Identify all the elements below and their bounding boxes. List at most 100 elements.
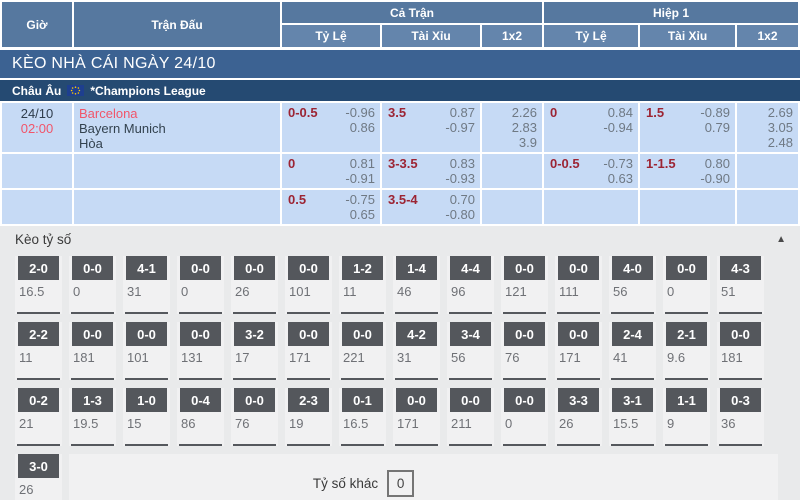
stake-input[interactable] — [719, 312, 762, 314]
h1-over-under-cell[interactable] — [640, 190, 735, 224]
ft-over-odd[interactable]: 0.70 — [449, 192, 475, 207]
h1-handicap-cell[interactable]: 0-0.5 -0.73 0.63 — [544, 154, 638, 188]
ft-1x2-cell[interactable] — [482, 154, 542, 188]
stake-input[interactable] — [17, 312, 60, 314]
score-button[interactable]: 2-3 — [288, 388, 329, 412]
score-button[interactable]: 4-3 — [720, 256, 761, 280]
h1-1x2-cell[interactable] — [737, 154, 798, 188]
ft-1x2-away-odd[interactable]: 3.9 — [518, 135, 537, 150]
h1-1x2-cell[interactable]: 2.69 3.05 2.48 — [737, 103, 798, 152]
score-button[interactable]: 0-0 — [504, 322, 545, 346]
ft-handicap-odd-away[interactable]: 0.86 — [349, 120, 375, 135]
home-team[interactable]: Barcelona — [79, 106, 138, 121]
stake-input[interactable] — [287, 378, 330, 380]
h1-handicap-odd-away[interactable]: 0.63 — [607, 171, 633, 186]
ft-handicap-cell[interactable]: 0 0.81 -0.91 — [282, 154, 380, 188]
stake-input[interactable] — [233, 378, 276, 380]
score-button[interactable]: 0-0 — [342, 322, 383, 346]
stake-input[interactable] — [341, 378, 384, 380]
stake-input[interactable] — [287, 312, 330, 314]
score-button[interactable]: 4-2 — [396, 322, 437, 346]
h1-handicap-odd-home[interactable]: -0.73 — [603, 156, 633, 171]
score-button[interactable]: 0-0 — [288, 256, 329, 280]
ft-under-odd[interactable]: -0.80 — [445, 207, 475, 222]
stake-input[interactable] — [71, 312, 114, 314]
score-button[interactable]: 3-1 — [612, 388, 653, 412]
h1-over-under-cell[interactable]: 1-1.5 0.80 -0.90 — [640, 154, 735, 188]
ft-1x2-home-odd[interactable]: 2.26 — [511, 105, 537, 120]
stake-input[interactable] — [557, 378, 600, 380]
score-button[interactable]: 0-0 — [666, 256, 707, 280]
score-button[interactable]: 2-4 — [612, 322, 653, 346]
stake-input[interactable] — [125, 444, 168, 446]
stake-input[interactable] — [449, 378, 492, 380]
score-button[interactable]: 0-4 — [180, 388, 221, 412]
stake-input[interactable] — [719, 444, 762, 446]
stake-input[interactable] — [503, 378, 546, 380]
stake-input[interactable] — [503, 312, 546, 314]
stake-input[interactable] — [179, 378, 222, 380]
score-button[interactable]: 0-0 — [234, 388, 275, 412]
score-button[interactable]: 1-4 — [396, 256, 437, 280]
score-button[interactable]: 1-0 — [126, 388, 167, 412]
stake-input[interactable] — [611, 378, 654, 380]
score-button[interactable]: 4-1 — [126, 256, 167, 280]
score-button[interactable]: 4-0 — [612, 256, 653, 280]
score-button[interactable]: 2-0 — [18, 256, 59, 280]
stake-input[interactable] — [719, 378, 762, 380]
stake-input[interactable] — [395, 378, 438, 380]
h1-over-odd[interactable]: -0.89 — [700, 105, 730, 120]
ft-handicap-cell[interactable]: 0-0.5 -0.96 0.86 — [282, 103, 380, 152]
score-button[interactable]: 2-2 — [18, 322, 59, 346]
stake-input[interactable] — [341, 444, 384, 446]
stake-input[interactable] — [557, 444, 600, 446]
h1-under-odd[interactable]: 0.79 — [704, 120, 730, 135]
stake-input[interactable] — [17, 444, 60, 446]
stake-input[interactable] — [179, 444, 222, 446]
stake-input[interactable] — [17, 378, 60, 380]
ft-over-odd[interactable]: 0.83 — [449, 156, 475, 171]
score-button[interactable]: 3-2 — [234, 322, 275, 346]
score-button[interactable]: 3-4 — [450, 322, 491, 346]
score-button[interactable]: 0-3 — [720, 388, 761, 412]
h1-handicap-odd-away[interactable]: -0.94 — [603, 120, 633, 135]
stake-input[interactable] — [233, 312, 276, 314]
score-button[interactable]: 3-3 — [558, 388, 599, 412]
ft-handicap-odd-home[interactable]: 0.81 — [349, 156, 375, 171]
h1-handicap-cell[interactable] — [544, 190, 638, 224]
h1-under-odd[interactable]: -0.90 — [700, 171, 730, 186]
ft-handicap-cell[interactable]: 0.5 -0.75 0.65 — [282, 190, 380, 224]
stake-input[interactable] — [287, 444, 330, 446]
score-button[interactable]: 0-0 — [126, 322, 167, 346]
h1-over-under-cell[interactable]: 1.5 -0.89 0.79 — [640, 103, 735, 152]
score-button[interactable]: 1-2 — [342, 256, 383, 280]
score-button[interactable]: 0-0 — [288, 322, 329, 346]
ft-handicap-odd-home[interactable]: -0.75 — [345, 192, 375, 207]
score-button[interactable]: 0-0 — [504, 256, 545, 280]
stake-input[interactable] — [71, 444, 114, 446]
score-button[interactable]: 0-2 — [18, 388, 59, 412]
ft-over-under-cell[interactable]: 3-3.5 0.83 -0.93 — [382, 154, 480, 188]
collapse-arrow-icon[interactable]: ▲ — [776, 234, 786, 245]
score-button[interactable]: 1-3 — [72, 388, 113, 412]
h1-1x2-away-odd[interactable]: 2.48 — [767, 135, 793, 150]
other-score-input[interactable]: 0 — [387, 469, 415, 497]
score-button[interactable]: 0-0 — [180, 322, 221, 346]
score-button[interactable]: 0-0 — [504, 388, 545, 412]
score-button[interactable]: 0-0 — [180, 256, 221, 280]
score-button[interactable]: 0-1 — [342, 388, 383, 412]
ft-1x2-draw-odd[interactable]: 2.83 — [511, 120, 537, 135]
ft-under-odd[interactable]: -0.93 — [445, 171, 475, 186]
ft-over-under-cell[interactable]: 3.5 0.87 -0.97 — [382, 103, 480, 152]
stake-input[interactable] — [125, 312, 168, 314]
stake-input[interactable] — [557, 312, 600, 314]
ft-1x2-cell[interactable]: 2.26 2.83 3.9 — [482, 103, 542, 152]
stake-input[interactable] — [395, 312, 438, 314]
stake-input[interactable] — [179, 312, 222, 314]
score-button[interactable]: 0-0 — [450, 388, 491, 412]
stake-input[interactable] — [125, 378, 168, 380]
stake-input[interactable] — [71, 378, 114, 380]
h1-1x2-home-odd[interactable]: 2.69 — [767, 105, 793, 120]
stake-input[interactable] — [341, 312, 384, 314]
ft-over-under-cell[interactable]: 3.5-4 0.70 -0.80 — [382, 190, 480, 224]
